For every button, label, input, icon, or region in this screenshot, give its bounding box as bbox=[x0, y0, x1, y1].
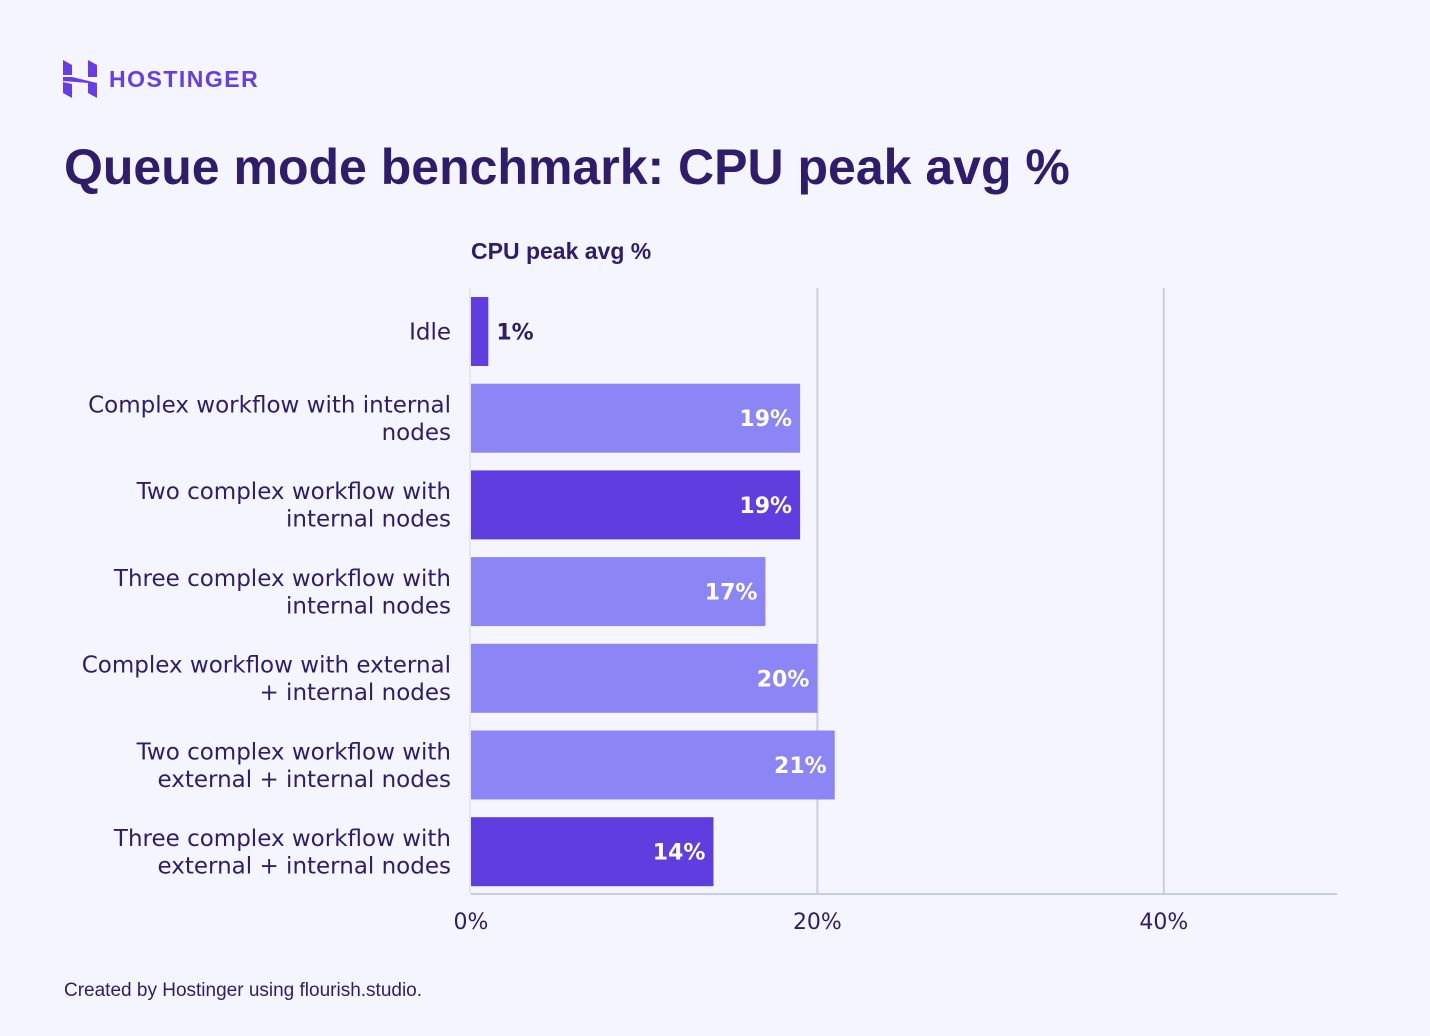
category-label-line: internal nodes bbox=[286, 593, 451, 619]
bar bbox=[471, 297, 489, 366]
data-label: 14% bbox=[653, 841, 706, 866]
category-label-line: external + internal nodes bbox=[158, 767, 451, 793]
category-label-line: Two complex workflow with bbox=[136, 479, 451, 505]
axis-title: CPU peak avg % bbox=[471, 238, 652, 264]
category-label: Two complex workflow with external + inte… bbox=[136, 739, 451, 793]
bar bbox=[471, 730, 835, 800]
brand-name: HOSTINGER bbox=[109, 65, 260, 92]
data-label: 17% bbox=[705, 581, 758, 606]
category-label-line: Complex workflow with internal bbox=[88, 392, 451, 418]
hostinger-h-icon bbox=[63, 60, 97, 98]
bar bbox=[471, 557, 766, 627]
page-title: Queue mode benchmark: CPU peak avg % bbox=[64, 139, 1070, 195]
category-label: Three complex workflow with external + in… bbox=[113, 826, 451, 880]
category-label: Complex workflow with external + internal… bbox=[82, 653, 451, 707]
bar bbox=[471, 643, 818, 713]
category-label: Complex workflow with internal nodes bbox=[88, 392, 451, 446]
category-label-line: Three complex workflow with bbox=[113, 826, 451, 852]
category-label-line: Idle bbox=[409, 320, 451, 346]
x-tick-label: 20% bbox=[793, 910, 842, 935]
category-label-line: external + internal nodes bbox=[158, 853, 451, 879]
category-label: Two complex workflow with internal nodes bbox=[136, 479, 451, 533]
bar bbox=[471, 817, 714, 887]
category-label-line: nodes bbox=[382, 420, 451, 446]
footer-credit: Created by Hostinger using flourish.stud… bbox=[64, 980, 423, 1001]
data-label: 19% bbox=[739, 494, 792, 519]
data-label: 21% bbox=[774, 754, 827, 779]
data-label: 20% bbox=[757, 667, 810, 692]
bar bbox=[471, 383, 801, 453]
category-label-line: Two complex workflow with bbox=[136, 739, 451, 765]
category-label: Three complex workflow with internal node… bbox=[113, 566, 451, 620]
x-tick-label: 0% bbox=[454, 910, 489, 935]
data-label: 1% bbox=[496, 321, 533, 346]
category-label-line: Complex workflow with external bbox=[82, 653, 451, 679]
category-label-line: Three complex workflow with bbox=[113, 566, 451, 592]
bar bbox=[471, 470, 801, 540]
category-label: Idle bbox=[409, 320, 451, 346]
x-tick-label: 40% bbox=[1139, 910, 1188, 935]
category-label-line: internal nodes bbox=[286, 507, 451, 533]
hostinger-logo: HOSTINGER bbox=[63, 60, 259, 98]
category-label-line: + internal nodes bbox=[259, 680, 451, 706]
data-label: 19% bbox=[739, 407, 792, 432]
